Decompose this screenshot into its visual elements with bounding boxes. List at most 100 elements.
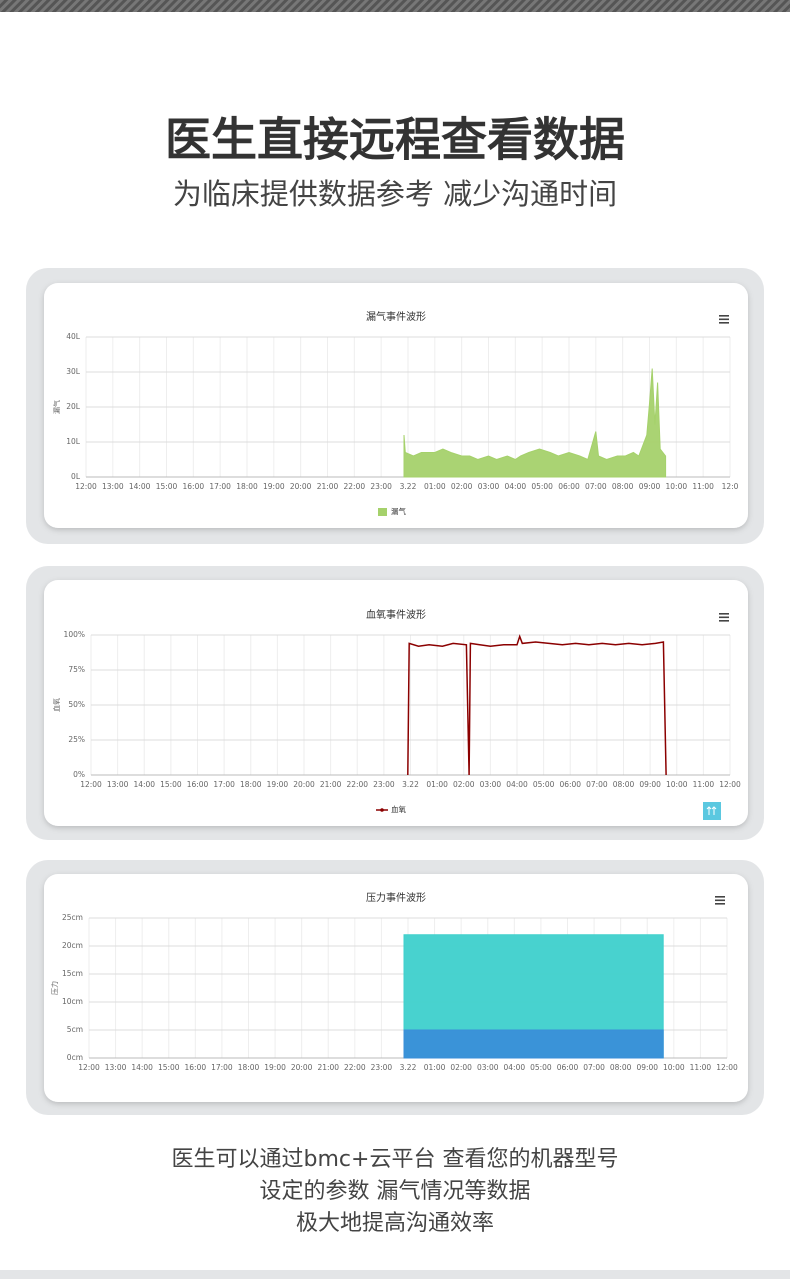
chart-title: 漏气事件波形 — [366, 310, 426, 323]
x-tick-label: 20:00 — [291, 1063, 313, 1072]
x-tick-label: 10:00 — [666, 482, 688, 491]
x-tick-label: 18:00 — [236, 482, 258, 491]
x-tick-label: 20:00 — [293, 780, 315, 789]
y-tick-label: 0% — [73, 770, 85, 779]
x-tick-label: 23:00 — [370, 482, 392, 491]
x-tick-label: 15:00 — [160, 780, 182, 789]
x-tick-label: 16:00 — [185, 1063, 207, 1072]
y-tick-label: 20L — [66, 402, 81, 411]
y-axis-title: 压力 — [50, 981, 59, 995]
x-tick-label: 17:00 — [209, 482, 231, 491]
y-tick-label: 10cm — [62, 997, 83, 1006]
x-tick-label: 23:00 — [373, 780, 395, 789]
x-tick-label: 22:00 — [346, 780, 368, 789]
chart-title: 压力事件波形 — [366, 891, 426, 904]
menu-icon[interactable] — [719, 613, 729, 622]
x-tick-label: 13:00 — [102, 482, 124, 491]
legend-swatch — [380, 808, 384, 812]
x-tick-label: 09:00 — [636, 1063, 658, 1072]
x-tick-label: 07:00 — [585, 482, 607, 491]
x-tick-label: 11:00 — [692, 482, 714, 491]
chart-card — [44, 580, 748, 826]
x-tick-label: 03:00 — [477, 1063, 499, 1072]
top-bar — [0, 0, 790, 12]
x-tick-label: 15:00 — [156, 482, 178, 491]
x-tick-label: 18:00 — [240, 780, 262, 789]
legend-label: 血氧 — [391, 804, 406, 814]
y-tick-label: 15cm — [62, 969, 83, 978]
area — [403, 1029, 664, 1059]
x-tick-label: 01:00 — [426, 780, 448, 789]
x-tick-label: 12:00 — [80, 780, 102, 789]
y-tick-label: 30L — [66, 367, 81, 376]
scroll-top-button[interactable] — [703, 802, 721, 820]
x-tick-label: 08:00 — [612, 482, 634, 491]
chart-title: 血氧事件波形 — [366, 608, 426, 621]
x-tick-label: 21:00 — [317, 482, 339, 491]
y-tick-label: 50% — [68, 700, 85, 709]
x-tick-label: 02:00 — [453, 780, 475, 789]
x-tick-label: 3.22 — [402, 780, 419, 789]
y-tick-label: 5cm — [67, 1025, 83, 1034]
x-tick-label: 04:00 — [505, 482, 527, 491]
menu-icon[interactable] — [719, 315, 729, 324]
x-tick-label: 12:00 — [75, 482, 97, 491]
page-title: 医生直接远程查看数据 — [165, 113, 625, 167]
footer-line: 极大地提高沟通效率 — [296, 1211, 494, 1236]
x-tick-label: 14:00 — [129, 482, 151, 491]
x-tick-label: 19:00 — [263, 482, 285, 491]
x-tick-label: 13:00 — [105, 1063, 127, 1072]
x-tick-label: 07:00 — [586, 780, 608, 789]
footer-line: 医生可以通过bmc+云平台 查看您的机器型号 — [172, 1147, 619, 1172]
x-tick-label: 01:00 — [424, 482, 446, 491]
x-tick-label: 22:00 — [344, 482, 366, 491]
x-tick-label: 04:00 — [504, 1063, 526, 1072]
x-tick-label: 02:00 — [450, 1063, 472, 1072]
x-tick-label: 04:00 — [506, 780, 528, 789]
x-tick-label: 18:00 — [238, 1063, 260, 1072]
x-tick-label: 3.22 — [400, 1063, 417, 1072]
x-tick-label: 16:00 — [183, 482, 205, 491]
x-tick-label: 07:00 — [583, 1063, 605, 1072]
y-axis-title: 血氧 — [52, 698, 61, 712]
x-tick-label: 10:00 — [666, 780, 688, 789]
x-tick-label: 21:00 — [320, 780, 342, 789]
page-subtitle: 为临床提供数据参考 减少沟通时间 — [173, 177, 617, 211]
x-tick-label: 22:00 — [344, 1063, 366, 1072]
y-axis-title: 漏气 — [52, 400, 61, 414]
x-tick-label: 03:00 — [480, 780, 502, 789]
x-tick-label: 11:00 — [690, 1063, 712, 1072]
x-tick-label: 08:00 — [613, 780, 635, 789]
y-tick-label: 10L — [66, 437, 81, 446]
x-tick-label: 06:00 — [558, 482, 580, 491]
legend-swatch — [378, 508, 387, 516]
menu-icon[interactable] — [715, 896, 725, 905]
area — [403, 368, 667, 478]
x-tick-label: 17:00 — [211, 1063, 233, 1072]
x-tick-label: 12:00 — [716, 1063, 738, 1072]
line — [407, 634, 667, 776]
x-tick-label: 12:0 — [722, 482, 739, 491]
x-tick-label: 14:00 — [131, 1063, 153, 1072]
x-tick-label: 05:00 — [530, 1063, 552, 1072]
y-tick-label: 25cm — [62, 913, 83, 922]
x-tick-label: 19:00 — [264, 1063, 286, 1072]
x-tick-label: 05:00 — [531, 482, 553, 491]
x-tick-label: 10:00 — [663, 1063, 685, 1072]
x-tick-label: 05:00 — [533, 780, 555, 789]
x-tick-label: 09:00 — [639, 482, 661, 491]
x-tick-label: 14:00 — [133, 780, 155, 789]
legend-label: 漏气 — [391, 506, 406, 516]
footer-line: 设定的参数 漏气情况等数据 — [260, 1179, 531, 1204]
x-tick-label: 19:00 — [267, 780, 289, 789]
x-tick-label: 3.22 — [400, 482, 417, 491]
x-tick-label: 12:00 — [78, 1063, 100, 1072]
x-tick-label: 03:00 — [478, 482, 500, 491]
y-tick-label: 25% — [68, 735, 85, 744]
x-tick-label: 23:00 — [371, 1063, 393, 1072]
bottom-bar — [0, 1270, 790, 1279]
y-tick-label: 0L — [71, 472, 81, 481]
y-tick-label: 75% — [68, 665, 85, 674]
